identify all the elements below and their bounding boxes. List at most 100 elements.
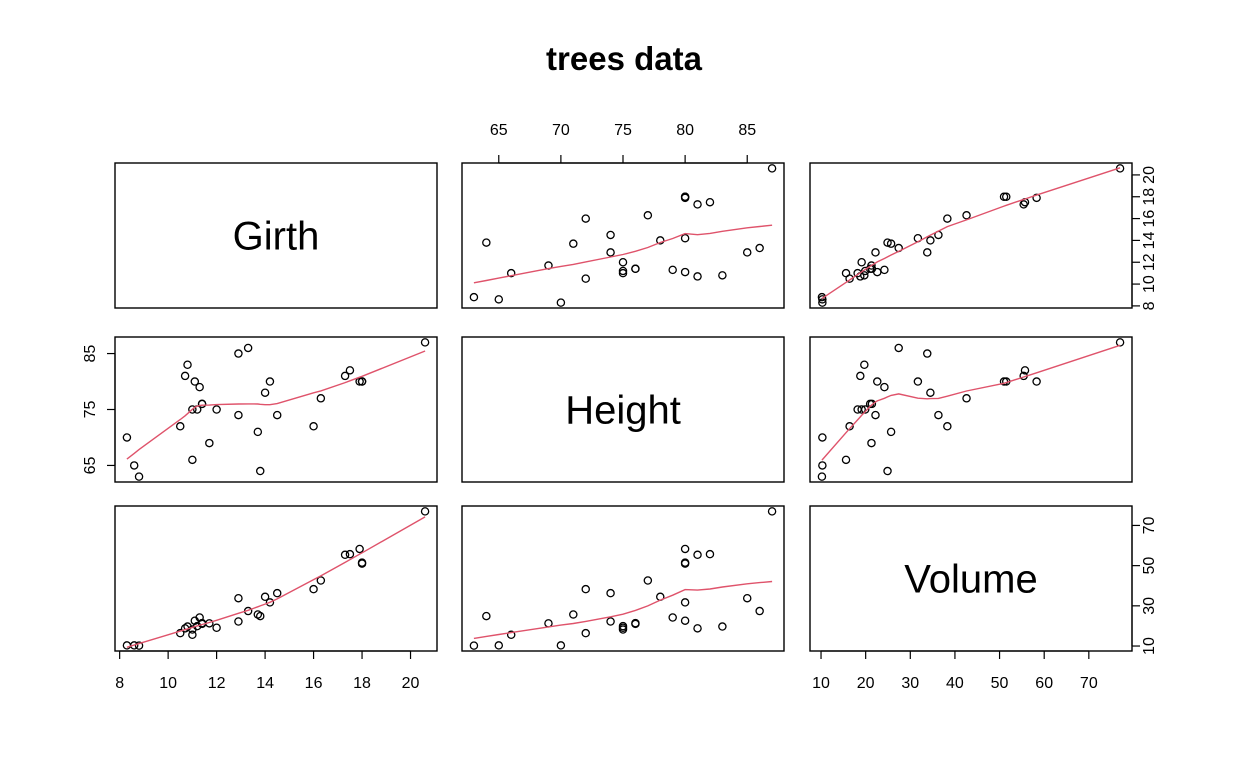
data-point-girth-vs-volume-21 bbox=[926, 236, 935, 245]
data-point-height-vs-volume-23 bbox=[934, 410, 943, 420]
tick-label-right-volume-30: 30 bbox=[1141, 597, 1158, 615]
data-point-height-vs-girth-13 bbox=[197, 399, 207, 409]
data-point-volume-vs-height-11 bbox=[668, 613, 677, 622]
data-point-height-vs-volume-14 bbox=[867, 438, 876, 448]
data-point-height-vs-volume-18 bbox=[894, 343, 903, 353]
panel-frame-1-2 bbox=[461, 162, 785, 309]
data-point-volume-vs-height-19 bbox=[569, 610, 578, 619]
data-point-volume-vs-girth-21 bbox=[260, 592, 270, 602]
data-point-girth-vs-volume-11 bbox=[880, 265, 889, 275]
data-point-volume-vs-height-28 bbox=[680, 544, 690, 554]
data-point-volume-vs-girth-25 bbox=[316, 576, 326, 585]
data-point-volume-vs-girth-4 bbox=[176, 628, 185, 638]
data-point-girth-vs-volume-17 bbox=[923, 248, 932, 257]
tick-label-bottom-girth-18: 18 bbox=[353, 675, 371, 692]
tick-label-left-height-85: 85 bbox=[82, 345, 99, 363]
data-point-girth-vs-volume-25 bbox=[962, 211, 971, 220]
data-point-volume-vs-height-2 bbox=[494, 641, 504, 650]
tick-label-bottom-girth-16: 16 bbox=[305, 675, 323, 692]
data-point-height-vs-volume-19 bbox=[886, 427, 896, 437]
data-point-girth-vs-height-9 bbox=[680, 267, 690, 277]
panel-frame-3-2 bbox=[461, 505, 785, 652]
data-point-height-vs-volume-15 bbox=[857, 405, 866, 414]
variable-label-volume: Volume bbox=[904, 558, 1037, 602]
data-point-height-vs-girth-7 bbox=[188, 455, 197, 465]
data-point-girth-vs-height-3 bbox=[469, 292, 479, 302]
data-point-volume-vs-height-17 bbox=[742, 593, 752, 603]
data-point-volume-vs-girth-24 bbox=[309, 584, 318, 594]
tick-label-bottom-volume-60: 60 bbox=[1035, 675, 1053, 692]
data-point-volume-vs-height-27 bbox=[705, 549, 715, 559]
data-point-girth-vs-height-31 bbox=[767, 164, 777, 173]
data-point-volume-vs-height-23 bbox=[606, 588, 615, 598]
data-point-volume-vs-height-25 bbox=[643, 576, 653, 585]
data-point-girth-vs-height-18 bbox=[755, 243, 764, 253]
data-point-volume-vs-girth-26 bbox=[340, 550, 350, 560]
data-point-height-vs-girth-17 bbox=[234, 349, 243, 358]
tick-label-bottom-volume-20: 20 bbox=[857, 675, 875, 692]
data-point-height-vs-girth-9 bbox=[190, 377, 200, 386]
data-point-volume-vs-girth-16 bbox=[234, 617, 243, 626]
data-point-height-vs-volume-20 bbox=[883, 466, 892, 476]
tick-label-bottom-volume-40: 40 bbox=[946, 675, 964, 692]
data-point-height-vs-girth-27 bbox=[345, 366, 355, 375]
tick-label-right-girth-10: 10 bbox=[1141, 275, 1158, 293]
data-point-girth-vs-height-2 bbox=[494, 295, 504, 304]
data-point-height-vs-girth-19 bbox=[253, 427, 263, 437]
chart-title: trees data bbox=[546, 40, 703, 77]
data-point-height-vs-girth-21 bbox=[260, 388, 270, 397]
data-point-girth-vs-volume-28 bbox=[1032, 193, 1041, 203]
tick-label-bottom-girth-10: 10 bbox=[159, 675, 177, 692]
data-point-height-vs-girth-11 bbox=[195, 382, 204, 392]
data-point-girth-vs-height-19 bbox=[569, 239, 578, 248]
data-point-girth-vs-height-7 bbox=[506, 268, 516, 278]
data-point-girth-vs-volume-24 bbox=[943, 214, 952, 223]
data-point-volume-vs-height-13 bbox=[631, 618, 640, 628]
data-point-volume-vs-height-20 bbox=[482, 611, 491, 621]
tick-label-right-girth-20: 20 bbox=[1141, 166, 1158, 184]
data-point-girth-vs-height-4 bbox=[581, 274, 590, 283]
data-point-height-vs-volume-3 bbox=[817, 472, 827, 481]
data-point-volume-vs-height-3 bbox=[469, 641, 479, 650]
smooth-line-girth-vs-volume bbox=[821, 167, 1121, 300]
data-point-girth-vs-volume-14 bbox=[867, 261, 876, 270]
smooth-line-girth-vs-height bbox=[473, 224, 773, 284]
data-point-height-vs-girth-22 bbox=[265, 377, 275, 386]
data-point-volume-vs-height-18 bbox=[755, 606, 764, 616]
tick-label-bottom-girth-12: 12 bbox=[208, 675, 226, 692]
data-point-height-vs-girth-2 bbox=[129, 461, 139, 470]
data-point-volume-vs-girth-30 bbox=[357, 559, 367, 568]
tick-label-bottom-girth-14: 14 bbox=[256, 675, 274, 692]
data-point-height-vs-volume-28 bbox=[1032, 377, 1041, 386]
data-point-girth-vs-volume-20 bbox=[883, 238, 892, 247]
tick-label-right-girth-18: 18 bbox=[1141, 188, 1158, 206]
data-point-height-vs-volume-17 bbox=[923, 349, 932, 358]
data-point-girth-vs-height-5 bbox=[693, 272, 702, 281]
data-point-girth-vs-height-23 bbox=[606, 230, 615, 240]
data-point-volume-vs-height-6 bbox=[718, 622, 727, 631]
tick-label-right-volume-10: 10 bbox=[1141, 637, 1158, 655]
data-point-volume-vs-girth-3 bbox=[134, 641, 144, 650]
data-point-girth-vs-volume-7 bbox=[841, 268, 851, 278]
data-point-girth-vs-volume-3 bbox=[817, 292, 827, 302]
smooth-line-height-vs-girth bbox=[126, 350, 426, 460]
data-point-height-vs-girth-24 bbox=[309, 422, 318, 431]
tick-label-bottom-volume-50: 50 bbox=[991, 675, 1009, 692]
data-point-girth-vs-height-16 bbox=[606, 248, 615, 257]
data-point-height-vs-girth-18 bbox=[243, 343, 253, 353]
data-point-volume-vs-height-5 bbox=[693, 624, 702, 633]
data-point-height-vs-girth-5 bbox=[180, 371, 190, 381]
data-point-volume-vs-girth-22 bbox=[265, 598, 275, 607]
data-point-height-vs-volume-6 bbox=[860, 360, 869, 369]
data-point-height-vs-volume-7 bbox=[841, 455, 851, 465]
data-point-volume-vs-girth-17 bbox=[234, 593, 243, 603]
data-point-volume-vs-height-30 bbox=[680, 559, 690, 568]
tick-label-bottom-volume-70: 70 bbox=[1080, 675, 1098, 692]
data-point-volume-vs-girth-15 bbox=[212, 623, 221, 632]
tick-label-top-height-75: 75 bbox=[614, 122, 632, 139]
data-point-girth-vs-volume-15 bbox=[857, 257, 866, 267]
data-point-girth-vs-height-20 bbox=[482, 238, 491, 247]
data-point-height-vs-volume-10 bbox=[860, 405, 870, 414]
panel-frame-2-2 bbox=[461, 336, 785, 483]
